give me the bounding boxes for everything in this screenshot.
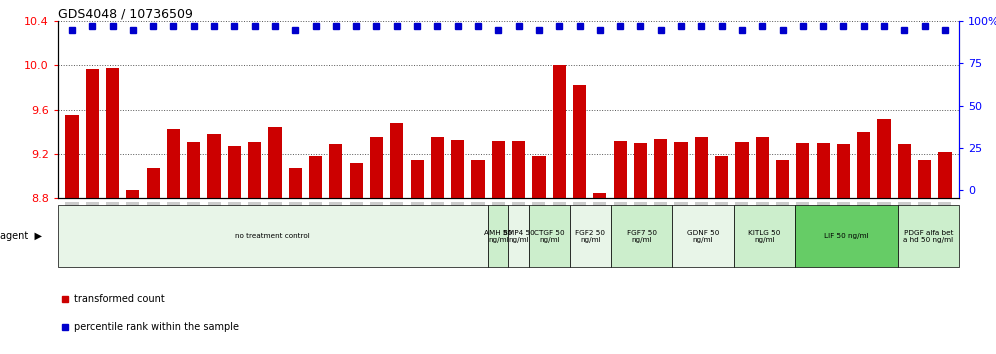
Bar: [795, 205, 897, 267]
Bar: [553, 65, 566, 198]
Text: agent  ▶: agent ▶: [0, 231, 42, 241]
Bar: [228, 146, 241, 198]
Bar: [289, 169, 302, 198]
Bar: [918, 160, 931, 198]
Bar: [390, 123, 403, 198]
Bar: [106, 68, 120, 198]
Bar: [674, 142, 687, 198]
Bar: [187, 142, 200, 198]
Bar: [817, 143, 830, 198]
Bar: [410, 160, 423, 198]
Bar: [858, 132, 871, 198]
Text: CTGF 50
ng/ml: CTGF 50 ng/ml: [534, 230, 565, 243]
Bar: [529, 205, 570, 267]
Bar: [938, 152, 951, 198]
Bar: [672, 205, 734, 267]
Bar: [735, 142, 749, 198]
Bar: [734, 205, 795, 267]
Bar: [776, 160, 789, 198]
Bar: [431, 137, 444, 198]
Bar: [451, 139, 464, 198]
Text: percentile rank within the sample: percentile rank within the sample: [74, 322, 239, 332]
Bar: [611, 205, 672, 267]
Bar: [309, 156, 322, 198]
Text: no treatment control: no treatment control: [235, 233, 310, 239]
Bar: [492, 141, 505, 198]
Bar: [330, 144, 343, 198]
Bar: [350, 163, 363, 198]
Bar: [654, 138, 667, 198]
Bar: [471, 160, 485, 198]
Bar: [877, 119, 890, 198]
Bar: [86, 69, 99, 198]
Bar: [167, 129, 180, 198]
Bar: [126, 190, 139, 198]
Bar: [573, 85, 586, 198]
Text: PDGF alfa bet
a hd 50 ng/ml: PDGF alfa bet a hd 50 ng/ml: [903, 230, 953, 243]
Bar: [796, 143, 810, 198]
Bar: [248, 142, 261, 198]
Bar: [756, 137, 769, 198]
Bar: [268, 127, 282, 198]
Bar: [570, 205, 611, 267]
Bar: [58, 205, 488, 267]
Text: GDS4048 / 10736509: GDS4048 / 10736509: [58, 7, 192, 20]
Bar: [207, 134, 221, 198]
Text: GDNF 50
ng/ml: GDNF 50 ng/ml: [687, 230, 719, 243]
Bar: [897, 205, 959, 267]
Bar: [488, 205, 509, 267]
Bar: [512, 141, 525, 198]
Bar: [633, 143, 647, 198]
Text: FGF2 50
ng/ml: FGF2 50 ng/ml: [576, 230, 606, 243]
Bar: [897, 144, 911, 198]
Text: LIF 50 ng/ml: LIF 50 ng/ml: [824, 233, 869, 239]
Bar: [370, 137, 383, 198]
Bar: [594, 193, 607, 198]
Text: BMP4 50
ng/ml: BMP4 50 ng/ml: [503, 230, 535, 243]
Bar: [509, 205, 529, 267]
Text: transformed count: transformed count: [74, 294, 164, 304]
Text: FGF7 50
ng/ml: FGF7 50 ng/ml: [626, 230, 656, 243]
Bar: [695, 137, 708, 198]
Text: KITLG 50
ng/ml: KITLG 50 ng/ml: [748, 230, 781, 243]
Text: AMH 50
ng/ml: AMH 50 ng/ml: [484, 230, 512, 243]
Bar: [715, 156, 728, 198]
Bar: [532, 156, 546, 198]
Bar: [837, 144, 850, 198]
Bar: [146, 169, 159, 198]
Bar: [66, 115, 79, 198]
Bar: [614, 141, 626, 198]
